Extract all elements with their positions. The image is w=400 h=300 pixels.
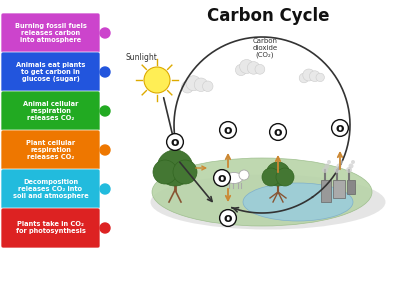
Circle shape — [239, 170, 249, 180]
Bar — [321, 180, 331, 202]
Circle shape — [153, 160, 177, 184]
Circle shape — [322, 167, 328, 173]
Circle shape — [327, 160, 331, 164]
Circle shape — [303, 69, 315, 81]
Circle shape — [262, 168, 280, 186]
Bar — [347, 180, 355, 194]
Circle shape — [276, 168, 294, 186]
Circle shape — [351, 160, 355, 164]
Circle shape — [157, 150, 193, 186]
Circle shape — [336, 164, 342, 169]
Circle shape — [144, 67, 170, 93]
Text: Animal cellular
respiration
releases CO₂: Animal cellular respiration releases CO₂ — [23, 101, 78, 121]
Text: o: o — [171, 136, 179, 148]
Circle shape — [310, 71, 320, 82]
Circle shape — [339, 160, 343, 164]
Circle shape — [255, 64, 265, 74]
Circle shape — [100, 106, 110, 116]
Text: o: o — [224, 124, 232, 136]
Circle shape — [100, 67, 110, 77]
Ellipse shape — [225, 172, 243, 184]
Text: Carbon
dioxide
(CO₂): Carbon dioxide (CO₂) — [252, 38, 278, 58]
Text: o: o — [274, 125, 282, 139]
Circle shape — [266, 162, 290, 186]
Text: Carbon Cycle: Carbon Cycle — [207, 7, 329, 25]
Circle shape — [247, 61, 260, 74]
Circle shape — [324, 164, 330, 169]
Text: Plants take in CO₂
for photosynthesis: Plants take in CO₂ for photosynthesis — [16, 221, 86, 235]
Text: Sunlight: Sunlight — [125, 53, 157, 62]
FancyBboxPatch shape — [1, 52, 100, 92]
FancyBboxPatch shape — [1, 91, 100, 131]
Text: Burning fossil fuels
releases carbon
into atmosphere: Burning fossil fuels releases carbon int… — [14, 23, 86, 43]
Text: Animals eat plants
to get carbon in
glucose (sugar): Animals eat plants to get carbon in gluc… — [16, 62, 85, 82]
Circle shape — [186, 76, 201, 91]
Circle shape — [334, 167, 340, 173]
FancyBboxPatch shape — [1, 208, 100, 248]
Circle shape — [100, 28, 110, 38]
Circle shape — [348, 164, 354, 169]
Circle shape — [299, 73, 309, 83]
Text: o: o — [218, 172, 226, 184]
Ellipse shape — [150, 175, 386, 230]
Circle shape — [100, 184, 110, 194]
Circle shape — [202, 81, 213, 92]
Text: Decomposition
releases CO₂ into
soil and atmosphere: Decomposition releases CO₂ into soil and… — [13, 179, 88, 199]
Circle shape — [346, 167, 352, 173]
FancyBboxPatch shape — [1, 130, 100, 170]
Circle shape — [173, 160, 197, 184]
Circle shape — [316, 73, 324, 82]
Circle shape — [182, 81, 194, 93]
Text: Plant cellular
respiration
releases CO₂: Plant cellular respiration releases CO₂ — [26, 140, 75, 160]
Circle shape — [100, 223, 110, 233]
Bar — [333, 180, 345, 198]
FancyBboxPatch shape — [1, 13, 100, 53]
Ellipse shape — [152, 158, 372, 226]
Text: o: o — [336, 122, 344, 134]
Circle shape — [100, 145, 110, 155]
Circle shape — [194, 78, 208, 92]
Text: o: o — [224, 212, 232, 224]
Ellipse shape — [243, 183, 353, 221]
Circle shape — [235, 64, 246, 76]
FancyBboxPatch shape — [1, 169, 100, 209]
Circle shape — [240, 59, 254, 74]
